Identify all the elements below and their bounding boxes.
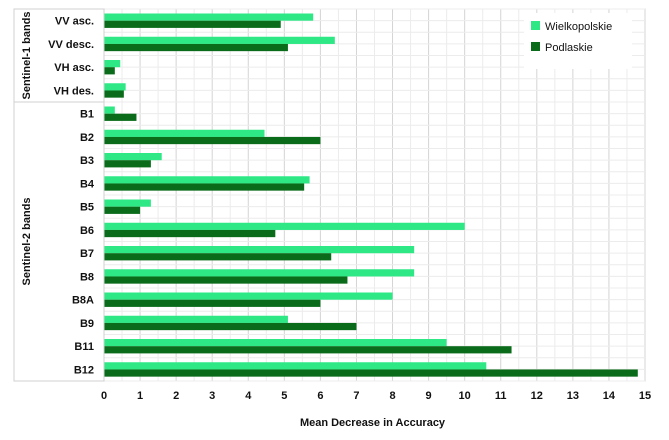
bar-podlaskie-b8a [104, 299, 321, 307]
legend-label: Wielkopolskie [545, 21, 612, 33]
x-tick-label: 11 [495, 390, 507, 402]
bar-wielkopolskie-b6 [104, 222, 465, 230]
x-tick-labels: 0 1 2 3 4 5 6 7 8 9 10 11 12 13 14 15 [101, 390, 651, 402]
bar-wielkopolskie-b5 [104, 199, 151, 207]
bar-wielkopolskie-b12 [104, 362, 487, 370]
group-bracket [13, 101, 105, 382]
bar-podlaskie-b4 [104, 183, 305, 191]
x-tick-label: 12 [531, 390, 543, 402]
bar-wielkopolskie-vh-asc [104, 60, 121, 68]
y-tick-label: VV desc. [48, 39, 94, 51]
bar-podlaskie-b5 [104, 206, 141, 214]
bar-wielkopolskie-b7 [104, 246, 415, 254]
group-label: Sentinel-2 bands [21, 197, 33, 285]
y-tick-label: VH asc. [54, 62, 94, 74]
x-axis-title: Mean Decrease in Accuracy [300, 417, 446, 429]
y-tick-label: B2 [80, 132, 94, 144]
bar-wielkopolskie-b2 [104, 129, 265, 137]
bar-wielkopolskie-b9 [104, 315, 288, 323]
bar-podlaskie-b12 [104, 369, 638, 377]
y-tick-label: B6 [80, 225, 94, 237]
x-tick-label: 5 [281, 390, 287, 402]
x-tick-label: 6 [317, 390, 323, 402]
bar-podlaskie-b8 [104, 276, 348, 284]
bars [104, 13, 638, 377]
bar-wielkopolskie-b4 [104, 176, 310, 184]
bar-podlaskie-b7 [104, 253, 332, 261]
x-tick-label: 4 [245, 390, 252, 402]
bar-wielkopolskie-b11 [104, 339, 447, 347]
y-tick-label: B4 [80, 178, 95, 190]
y-tick-label: VH des. [54, 85, 94, 97]
bar-podlaskie-b2 [104, 136, 321, 145]
bar-podlaskie-vh-asc [104, 67, 115, 75]
bar-podlaskie-b6 [104, 229, 276, 238]
bar-podlaskie-vv-desc [104, 43, 288, 52]
bar-wielkopolskie-vv-desc [104, 36, 335, 44]
y-tick-label: B1 [80, 109, 94, 121]
y-tick-label: B7 [80, 248, 94, 260]
x-tick-label: 15 [639, 390, 651, 402]
y-tick-label: B8A [72, 295, 94, 307]
y-tick-label: B12 [74, 364, 94, 376]
bar-wielkopolskie-vh-des [104, 83, 126, 91]
x-tick-label: 8 [389, 390, 395, 402]
bar-wielkopolskie-b8a [104, 292, 393, 300]
y-tick-labels: VV asc. VV desc. VH asc. VH des. B1 B2 B3 B4 B5 B… [48, 16, 95, 377]
y-tick-label: VV asc. [55, 16, 94, 28]
bar-podlaskie-vv-asc [104, 20, 281, 28]
x-tick-label: 3 [209, 390, 215, 402]
bar-wielkopolskie-b8 [104, 269, 415, 277]
x-tick-label: 7 [353, 390, 359, 402]
x-tick-label: 9 [426, 390, 432, 402]
y-tick-label: B5 [80, 202, 94, 214]
bar-podlaskie-b11 [104, 346, 512, 354]
y-tick-label: B11 [74, 341, 94, 353]
band-groups: Sentinel-1 bands Sentinel-2 bands [13, 8, 105, 382]
y-tick-label: B8 [80, 271, 94, 283]
legend-box [524, 13, 632, 69]
x-tick-label: 1 [137, 390, 143, 402]
bar-wielkopolskie-vv-asc [104, 13, 314, 21]
group-label: Sentinel-1 bands [21, 11, 33, 99]
legend: Wielkopolskie Podlaskie [524, 13, 632, 69]
y-tick-label: B3 [80, 155, 94, 167]
legend-swatch [531, 21, 540, 30]
x-tick-label: 14 [603, 390, 616, 402]
x-tick-label: 10 [459, 390, 471, 402]
bar-wielkopolskie-b1 [104, 106, 115, 114]
bar-podlaskie-b1 [104, 113, 137, 121]
x-tick-label: 2 [173, 390, 179, 402]
x-tick-label: 13 [567, 390, 579, 402]
y-tick-label: B9 [80, 318, 94, 330]
legend-label: Podlaskie [545, 42, 593, 54]
x-tick-label: 0 [101, 390, 107, 402]
bar-podlaskie-vh-des [104, 90, 124, 98]
legend-swatch [531, 42, 540, 51]
bar-podlaskie-b3 [104, 160, 151, 168]
bar-wielkopolskie-b3 [104, 153, 162, 161]
bar-podlaskie-b9 [104, 322, 357, 331]
